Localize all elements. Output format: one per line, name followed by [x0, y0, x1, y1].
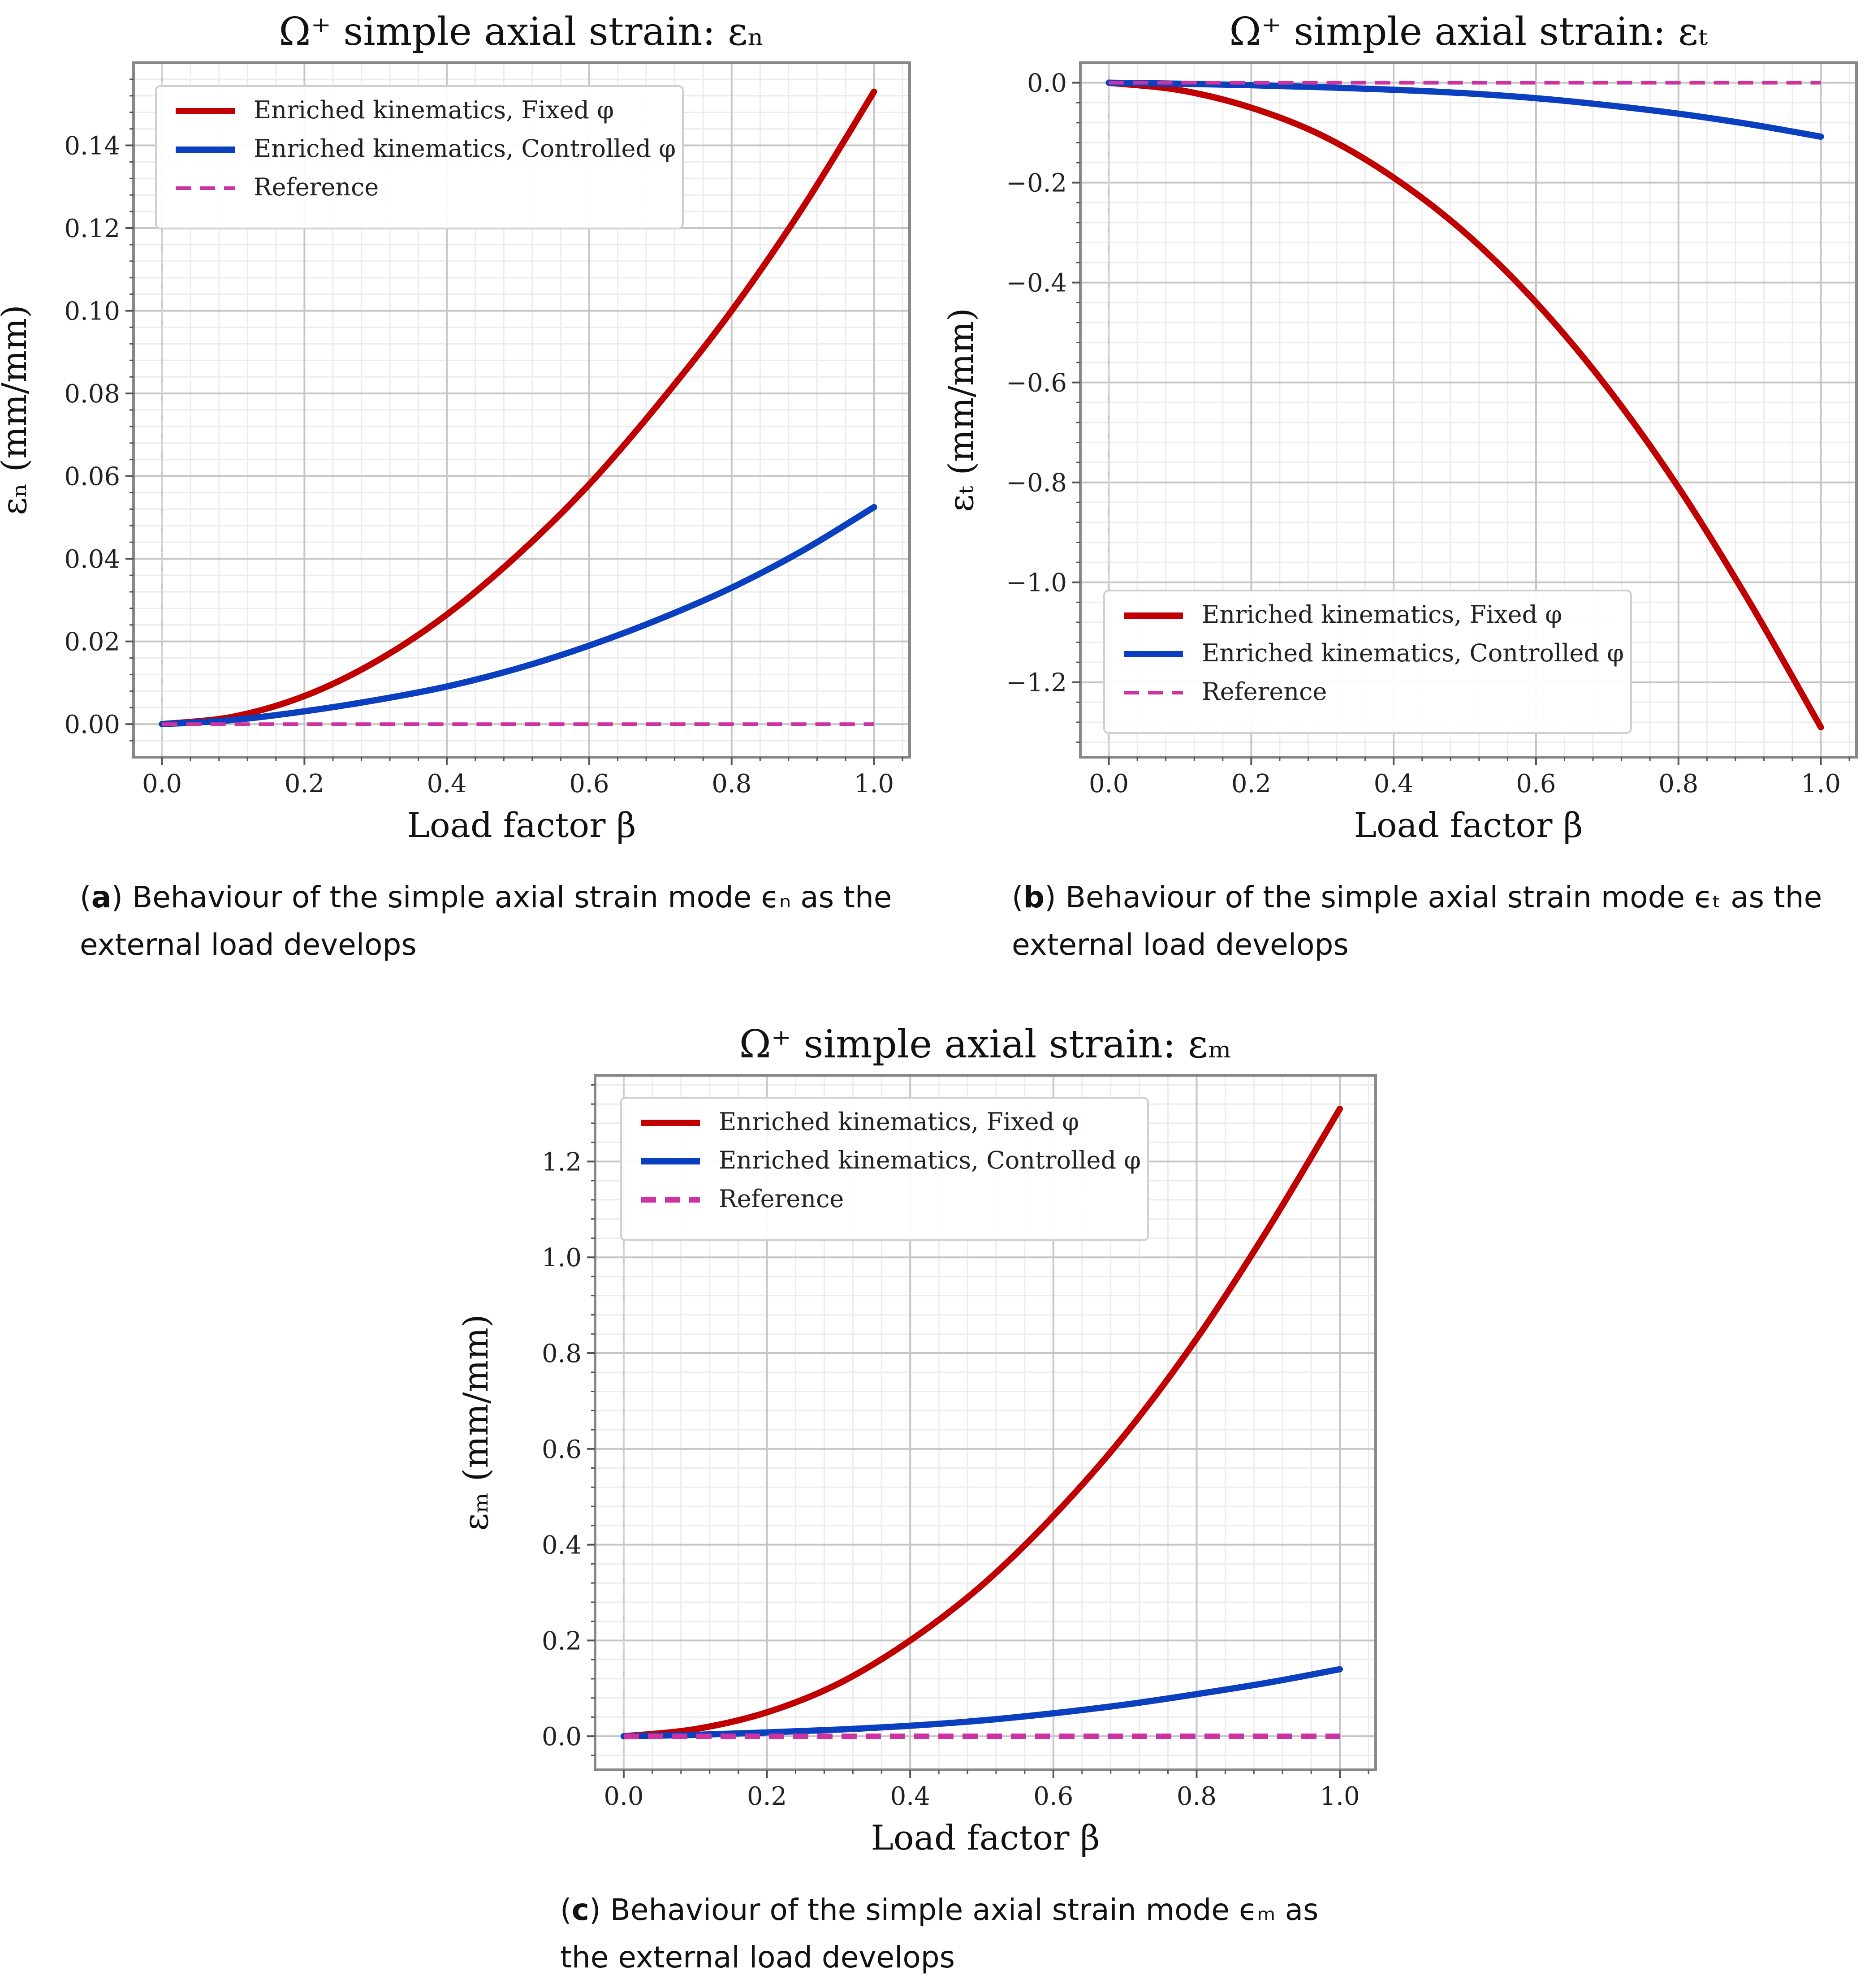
y-tick-label: 0.08 [64, 379, 120, 409]
x-tick-label: 0.2 [1231, 769, 1271, 798]
x-tick-label: 0.8 [1177, 1782, 1217, 1811]
legend-label-1: Enriched kinematics, Controlled φ [1202, 639, 1624, 667]
y-tick-label: 0.04 [64, 545, 120, 574]
caption-c: (c) Behaviour of the simple axial strain… [560, 1893, 1319, 1975]
caption-b: (b) Behaviour of the simple axial strain… [1012, 880, 1822, 962]
series-line-0 [1105, 79, 1824, 731]
x-tick-label: 0.6 [1516, 769, 1556, 798]
x-tick-label: 0.8 [1658, 769, 1698, 798]
y-tick-label: 0.0 [1027, 69, 1067, 98]
series-line-1 [159, 504, 877, 728]
caption-b-label: b [1023, 880, 1045, 914]
y-tick-label: −1.0 [1006, 569, 1067, 598]
chart-c: 0.0 0.2 0.4 0.6 0.8 1.0 0.0 0.2 0.4 0.6 0.8 1.0 1.2 Ω… [456, 1022, 1377, 1858]
caption-a: (a) Behaviour of the simple axial strain… [80, 880, 892, 962]
y-tick-label: −0.4 [1006, 269, 1067, 298]
chart-title: Ω⁺ simple axial strain: εₙ [279, 9, 764, 54]
x-tick-label: 0.2 [747, 1782, 787, 1811]
caption-c-label: c [571, 1893, 589, 1927]
legend-label-0: Enriched kinematics, Fixed φ [1202, 600, 1562, 629]
series-group [159, 88, 877, 728]
x-axis: 0.0 0.2 0.4 0.6 0.8 1.0 [1089, 757, 1850, 798]
legend-label-2: Reference [719, 1185, 844, 1213]
x-axis: 0.0 0.2 0.4 0.6 0.8 1.0 [604, 1770, 1369, 1811]
x-tick-label: 0.8 [712, 769, 751, 798]
caption-b-text: Behaviour of the simple axial strain mod… [1012, 880, 1822, 962]
x-tick-label: 1.0 [1801, 769, 1841, 798]
x-axis: 0.0 0.2 0.4 0.6 0.8 1.0 [142, 757, 903, 798]
series-line-1 [620, 1666, 1343, 1740]
legend-label-0: Enriched kinematics, Fixed φ [254, 96, 614, 124]
legend-box [155, 85, 684, 229]
legend: Enriched kinematics, Fixed φ Enriched kin… [1103, 590, 1632, 734]
legend-label-0: Enriched kinematics, Fixed φ [719, 1108, 1079, 1136]
x-tick-label: 1.0 [1320, 1782, 1360, 1811]
chart-a: 0.0 0.2 0.4 0.6 0.8 1.00.000.020.040.060.080.… [0, 9, 911, 845]
y-axis-label: εₙ (mm/mm) [0, 305, 34, 515]
chart-b: 0.0 0.2 0.4 0.6 0.8 1.0 0.0 −0.2 −0.4 −0.6 −0.8 −1.… [941, 9, 1858, 845]
y-tick-label: 0.12 [64, 214, 120, 243]
x-tick-label: 0.6 [569, 769, 609, 798]
y-axis: 0.00 0.02 0.04 0.06 0.08 0.10 0.12 0.14 [64, 78, 134, 742]
series-group [1105, 79, 1824, 731]
x-tick-label: 0.0 [142, 769, 182, 798]
y-tick-label: −1.2 [1006, 668, 1067, 698]
x-tick-label: 0.4 [427, 769, 467, 798]
legend: Enriched kinematics, Fixed φ Enriched kin… [155, 85, 684, 229]
y-tick-label: 0.10 [64, 297, 120, 326]
caption-c-text: Behaviour of the simple axial strain mod… [560, 1893, 1319, 1975]
legend-label-2: Reference [254, 173, 379, 201]
y-tick-label: −0.8 [1006, 469, 1067, 498]
x-tick-label: 0.2 [285, 769, 324, 798]
y-tick-label: 0.6 [542, 1435, 582, 1464]
x-tick-label: 0.6 [1033, 1782, 1073, 1811]
x-axis-label: Load factor β [1354, 805, 1583, 845]
x-tick-label: 0.4 [1374, 769, 1414, 798]
legend-label-2: Reference [1202, 677, 1327, 706]
axes-frame [1079, 61, 1858, 759]
x-tick-label: 1.0 [854, 769, 894, 798]
y-axis: 0.0 0.2 0.4 0.6 0.8 1.0 1.2 [542, 1084, 595, 1756]
y-tick-label: −0.2 [1006, 169, 1067, 198]
x-tick-label: 0.0 [1089, 769, 1129, 798]
x-tick-label: 0.0 [604, 1782, 643, 1811]
legend-box [1103, 590, 1632, 734]
y-tick-label: 0.2 [542, 1626, 582, 1656]
caption-a-text: Behaviour of the simple axial strain mod… [80, 880, 892, 962]
y-tick-label: 1.0 [542, 1243, 582, 1272]
y-tick-label: 0.14 [64, 132, 120, 161]
chart-title: Ω⁺ simple axial strain: εₘ [739, 1022, 1232, 1067]
series-line-0 [159, 88, 877, 728]
x-axis-label: Load factor β [407, 805, 636, 845]
legend-box [620, 1097, 1149, 1241]
caption-a-label: a [91, 880, 112, 914]
series-line-0 [620, 1105, 1343, 1740]
y-axis-label: εₘ (mm/mm) [456, 1314, 496, 1531]
chart-title: Ω⁺ simple axial strain: εₜ [1229, 9, 1708, 54]
series-group [620, 1105, 1343, 1740]
y-tick-label: 0.0 [542, 1722, 582, 1751]
y-tick-label: 0.02 [64, 628, 120, 657]
y-tick-label: 0.06 [64, 462, 120, 492]
x-tick-label: 0.4 [890, 1782, 930, 1811]
y-tick-label: 0.4 [542, 1531, 582, 1560]
legend-label-1: Enriched kinematics, Controlled φ [254, 134, 676, 163]
x-axis-label: Load factor β [871, 1818, 1100, 1858]
y-tick-label: 0.00 [64, 710, 120, 739]
legend: Enriched kinematics, Fixed φ Enriched kin… [620, 1097, 1149, 1241]
series-line-1 [1105, 79, 1824, 140]
y-tick-label: 0.8 [542, 1339, 582, 1368]
legend-label-1: Enriched kinematics, Controlled φ [719, 1146, 1141, 1174]
axes-frame [594, 1074, 1377, 1771]
y-axis-label: εₜ (mm/mm) [941, 308, 981, 512]
y-tick-label: −0.6 [1006, 369, 1067, 398]
y-axis: 0.0 −0.2 −0.4 −0.6 −0.8 −1.0 −1.2 [1006, 69, 1080, 743]
y-tick-label: 1.2 [542, 1147, 582, 1177]
